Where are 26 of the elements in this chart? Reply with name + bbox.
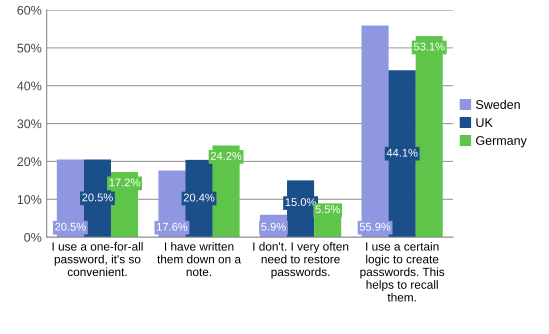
- data-label: 5.5%: [315, 205, 340, 214]
- data-label: 53.1%: [414, 42, 445, 50]
- x-tick-label: I have written them down on a note.: [157, 242, 242, 276]
- legend-label: Sweden: [476, 100, 520, 109]
- data-label: 15.0%: [286, 198, 316, 206]
- legend-label: Germany: [476, 136, 527, 148]
- data-label: 17.6%: [157, 222, 188, 231]
- x-tick-label: I use a certain logic to create passwords. This helps to recall them.: [360, 242, 444, 302]
- y-tick-label: 0%: [24, 232, 42, 242]
- data-label: 24.2%: [210, 152, 242, 160]
- y-tick-label: 50%: [17, 44, 42, 53]
- data-label: 5.9%: [261, 222, 286, 231]
- legend-label: UK: [476, 118, 493, 127]
- data-label: 55.9%: [360, 222, 390, 231]
- y-tick-label: 40%: [17, 82, 42, 90]
- data-label: 17.2%: [110, 178, 140, 186]
- y-tick-label: 10%: [18, 195, 42, 204]
- y-tick-label: 30%: [17, 119, 42, 128]
- data-label: 20.5%: [55, 222, 86, 231]
- data-label: 20.5%: [82, 193, 113, 202]
- data-label: 20.4%: [184, 194, 214, 202]
- x-tick-label: I use a one-for-all password, it's so convenient.: [52, 242, 143, 276]
- y-tick-label: 60%: [17, 6, 42, 15]
- x-tick-label: I don't. I very often need to restore passwords.: [253, 242, 348, 278]
- data-label: 44.1%: [386, 148, 418, 157]
- y-tick-label: 20%: [17, 157, 42, 166]
